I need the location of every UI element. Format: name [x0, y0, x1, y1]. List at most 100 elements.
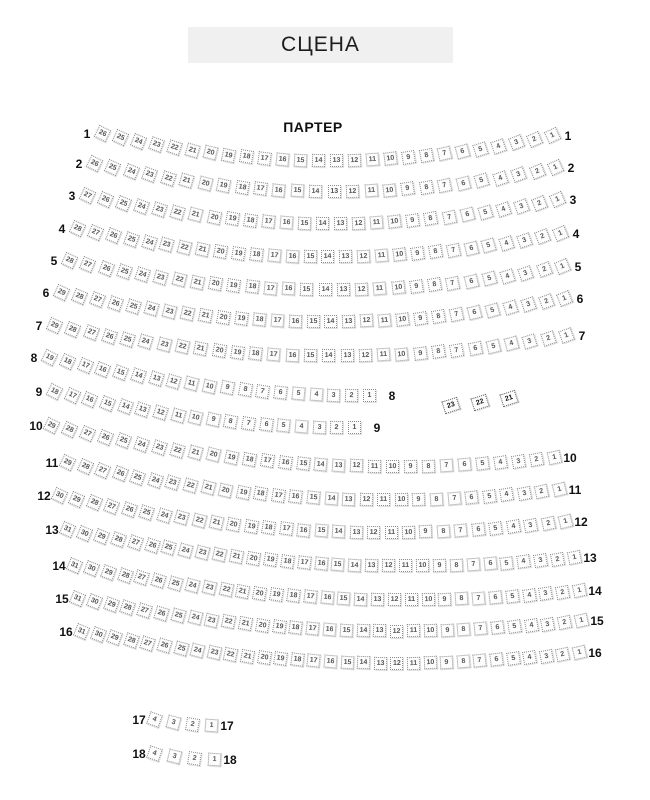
seat[interactable]: 7 — [255, 383, 271, 399]
seat[interactable]: 24 — [184, 577, 201, 594]
seat[interactable]: 30 — [89, 626, 107, 644]
seat[interactable]: 20 — [197, 175, 214, 192]
seat[interactable]: 3 — [522, 517, 539, 533]
seat[interactable]: 14 — [318, 283, 332, 297]
seat[interactable]: 7 — [241, 415, 257, 431]
seat[interactable]: 26 — [96, 190, 115, 209]
seat[interactable]: 31 — [72, 622, 91, 641]
seat[interactable]: 18 — [290, 652, 305, 668]
seat[interactable]: 3 — [510, 166, 527, 184]
seat[interactable]: 9 — [409, 246, 425, 261]
seat[interactable]: 9 — [409, 279, 424, 294]
seat[interactable]: 26 — [153, 605, 170, 622]
seat[interactable]: 25 — [170, 607, 187, 624]
seat[interactable]: 25 — [167, 575, 184, 592]
seat[interactable]: 14 — [309, 184, 323, 199]
seat[interactable]: 14 — [311, 153, 326, 168]
seat[interactable]: 26 — [93, 124, 112, 143]
seat[interactable]: 20 — [212, 243, 229, 260]
seat[interactable]: 19 — [223, 449, 239, 465]
seat[interactable]: 11 — [364, 183, 379, 198]
seat[interactable]: 9 — [404, 459, 418, 473]
seat[interactable]: 18 — [58, 352, 76, 371]
seat[interactable]: 4 — [499, 487, 515, 503]
seat[interactable]: 23 — [151, 201, 169, 218]
seat[interactable]: 18 — [285, 588, 301, 604]
seat[interactable]: 3 — [538, 648, 554, 664]
seat[interactable]: 25 — [173, 640, 190, 657]
seat[interactable]: 12 — [350, 459, 364, 473]
seat[interactable]: 27 — [94, 461, 112, 479]
seat[interactable]: 20 — [226, 516, 242, 533]
seat[interactable]: 15 — [303, 348, 318, 363]
seat[interactable]: 17 — [296, 555, 312, 570]
seat[interactable]: 11 — [368, 459, 382, 473]
seat[interactable]: 4 — [498, 234, 515, 252]
seat[interactable]: 17 — [253, 181, 268, 197]
seat[interactable]: 22 — [211, 546, 228, 563]
seat[interactable]: 13 — [329, 153, 344, 168]
seat[interactable]: 13 — [331, 458, 346, 473]
seat[interactable]: 18 — [288, 620, 304, 635]
seat[interactable]: 29 — [106, 629, 124, 647]
seat[interactable]: 16 — [323, 654, 338, 669]
seat[interactable]: 28 — [119, 599, 137, 617]
seat[interactable]: 8 — [418, 179, 434, 195]
seat[interactable]: 27 — [139, 635, 157, 652]
seat[interactable]: 7 — [472, 653, 488, 669]
seat[interactable]: 13 — [333, 216, 348, 231]
seat[interactable]: 13 — [364, 558, 379, 573]
seat[interactable]: 2 — [345, 388, 359, 403]
seat[interactable]: 16 — [296, 522, 311, 538]
seat[interactable]: 23 — [151, 438, 168, 456]
seat[interactable]: 8 — [427, 277, 443, 293]
seat[interactable]: 12 — [165, 373, 183, 390]
seat[interactable]: 20 — [206, 209, 222, 225]
seat[interactable]: 4 — [503, 335, 520, 352]
seat[interactable]: 25 — [115, 263, 133, 280]
seat[interactable]: 5 — [484, 302, 501, 319]
seat[interactable]: 4 — [146, 745, 163, 762]
seat[interactable]: 16 — [279, 215, 294, 230]
seat[interactable]: 21 — [237, 615, 254, 632]
seat[interactable]: 24 — [147, 471, 164, 489]
seat[interactable]: 15 — [330, 557, 345, 572]
seat[interactable]: 15 — [303, 249, 317, 264]
seat[interactable]: 7 — [445, 275, 461, 291]
seat[interactable]: 8 — [429, 492, 444, 506]
seat[interactable]: 6 — [482, 556, 498, 572]
seat[interactable]: 2 — [535, 261, 553, 279]
seat[interactable]: 16 — [288, 489, 304, 504]
seat[interactable]: 10 — [187, 409, 204, 426]
seat[interactable]: 23 — [161, 303, 178, 320]
seat[interactable]: 6 — [463, 273, 480, 289]
seat[interactable]: 1 — [571, 582, 588, 599]
seat[interactable]: 2 — [534, 228, 552, 246]
seat[interactable]: 7 — [437, 177, 453, 194]
seat[interactable]: 18 — [261, 520, 277, 536]
seat[interactable]: 5 — [481, 270, 498, 287]
seat[interactable]: 23 — [194, 544, 211, 561]
seat[interactable]: 11 — [404, 593, 418, 607]
seat[interactable]: 13 — [342, 314, 356, 329]
seat[interactable]: 2 — [525, 130, 544, 148]
seat[interactable]: 1 — [558, 327, 575, 344]
seat[interactable]: 13 — [370, 592, 385, 607]
seat[interactable]: 3 — [512, 198, 530, 215]
seat[interactable]: 2 — [187, 750, 202, 766]
seat[interactable]: 11 — [406, 656, 421, 670]
seat[interactable]: 2 — [528, 162, 546, 180]
seat[interactable]: 14 — [356, 623, 370, 638]
seat[interactable]: 5 — [481, 488, 497, 504]
seat[interactable]: 4 — [294, 419, 309, 434]
seat[interactable]: 24 — [130, 132, 147, 150]
seat[interactable]: 13 — [134, 401, 152, 418]
seat[interactable]: 29 — [58, 453, 77, 472]
seat[interactable]: 1 — [348, 421, 361, 434]
seat[interactable]: 4 — [490, 137, 507, 155]
seat[interactable]: 3 — [521, 333, 539, 350]
seat[interactable]: 16 — [288, 314, 302, 328]
seat[interactable]: 20 — [207, 276, 224, 292]
seat[interactable]: 1 — [207, 752, 222, 767]
seat[interactable]: 27 — [126, 534, 144, 551]
